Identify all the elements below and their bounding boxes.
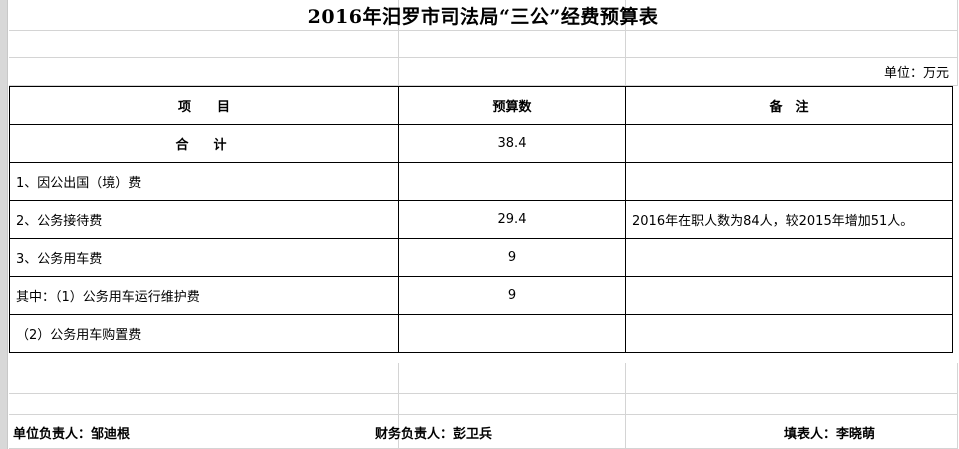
unit-head-signature: 单位负责人：邹迪根 — [13, 427, 131, 442]
table-header-row: 项 目 预算数 备 注 — [9, 86, 953, 125]
grid-line-vertical-bottom-1 — [398, 363, 399, 449]
row-remark-value — [625, 276, 953, 315]
column-header-item: 项 目 — [9, 86, 399, 125]
grid-line-vertical-1 — [398, 0, 399, 86]
blank-row-below-table — [9, 363, 957, 394]
row-item-label: 其中：（1）公务用车运行维护费 — [9, 276, 399, 315]
grid-line-vertical-2 — [625, 0, 626, 86]
table-row: 其中：（1）公务用车运行维护费 9 — [9, 276, 953, 315]
table-row: （2）公务用车购置费 — [9, 314, 953, 353]
row-remark-value: 2016年在职人数为84人，较2015年增加51人。 — [625, 200, 953, 239]
table-row: 3、公务用车费 9 — [9, 238, 953, 277]
table-row: 1、因公出国（境）费 — [9, 162, 953, 201]
row-remark-value — [625, 314, 953, 353]
table-row: 2、公务接待费 29.4 2016年在职人数为84人，较2015年增加51人。 — [9, 200, 953, 239]
row-amount-value — [398, 314, 626, 353]
row-amount-value: 9 — [398, 238, 626, 277]
unit-note: 单位：万元 — [883, 66, 949, 81]
sheet-row-gutter — [0, 0, 8, 449]
row-amount-value — [398, 162, 626, 201]
row-remark-value — [625, 124, 953, 163]
signature-row: 单位负责人：邹迪根 财务负责人：彭卫兵 填表人：李晓萌 — [9, 415, 957, 449]
grid-line-vertical-3 — [957, 0, 958, 86]
finance-head-signature: 财务负责人：彭卫兵 — [375, 427, 493, 442]
row-item-label: 合 计 — [9, 124, 399, 163]
spacer-row — [9, 31, 957, 58]
page-title: 2016年汨罗市司法局“三公”经费预算表 — [307, 5, 659, 28]
grid-line-vertical-bottom-3 — [957, 363, 958, 449]
row-item-label: 1、因公出国（境）费 — [9, 162, 399, 201]
table-row: 合 计 38.4 — [9, 124, 953, 163]
unit-note-row: 单位：万元 — [9, 58, 957, 86]
row-remark-value — [625, 238, 953, 277]
row-item-label: 3、公务用车费 — [9, 238, 399, 277]
column-header-amount: 预算数 — [398, 86, 626, 125]
blank-row-below-table-2 — [9, 394, 957, 415]
row-remark-value — [625, 162, 953, 201]
row-item-label: （2）公务用车购置费 — [9, 314, 399, 353]
row-amount-value: 29.4 — [398, 200, 626, 239]
spreadsheet-canvas: 2016年汨罗市司法局“三公”经费预算表 单位：万元 项 目 预算数 备 注 合… — [9, 0, 959, 449]
row-amount-value: 38.4 — [398, 124, 626, 163]
column-header-remark: 备 注 — [625, 86, 953, 125]
row-item-label: 2、公务接待费 — [9, 200, 399, 239]
form-filler-signature: 填表人：李晓萌 — [784, 427, 876, 442]
title-row: 2016年汨罗市司法局“三公”经费预算表 — [9, 0, 957, 31]
grid-line-vertical-bottom-2 — [625, 363, 626, 449]
row-amount-value: 9 — [398, 276, 626, 315]
budget-table: 项 目 预算数 备 注 合 计 38.4 1、因公出国（境）费 2、公务接待费 … — [9, 86, 953, 353]
